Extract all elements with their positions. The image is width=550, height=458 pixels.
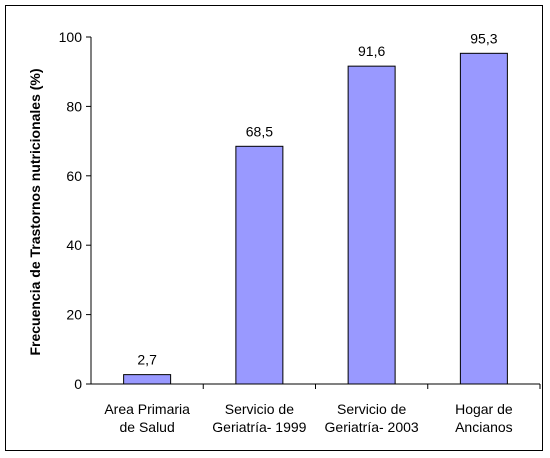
category-label: Geriatría- 1999: [212, 419, 306, 435]
bars: [123, 52, 508, 385]
x-axis-categories: Area Primaria de Salud Servicio de Geriatrí…: [104, 384, 541, 435]
category-label: Ancianos: [455, 419, 513, 435]
y-axis-label: Frecuencia de Trastornos nutricionales (…: [27, 68, 43, 355]
category-label: de Salud: [119, 419, 174, 435]
category-label: Hogar de: [455, 401, 513, 417]
bar: [123, 374, 172, 385]
data-label: 68,5: [246, 123, 273, 139]
data-label: 95,3: [470, 30, 497, 46]
category-label: Servicio de: [337, 401, 406, 417]
category-label: Area Primaria: [104, 401, 190, 417]
bar: [347, 65, 396, 385]
bar: [235, 145, 284, 385]
y-axis-ticks: 0 20 40 60 80 100: [59, 29, 91, 392]
category-label: Servicio de: [225, 401, 294, 417]
data-label: 2,7: [137, 352, 157, 368]
y-tick-label: 100: [59, 29, 83, 45]
y-tick-label: 80: [66, 98, 82, 114]
data-label: 91,6: [358, 43, 385, 59]
category-label: Geriatría- 2003: [325, 419, 419, 435]
data-labels: 2,7 68,5 91,6 95,3: [137, 30, 497, 367]
bar: [459, 52, 508, 385]
y-tick-label: 60: [66, 168, 82, 184]
y-tick-label: 40: [66, 237, 82, 253]
y-tick-label: 20: [66, 307, 82, 323]
y-tick-label: 0: [74, 376, 82, 392]
